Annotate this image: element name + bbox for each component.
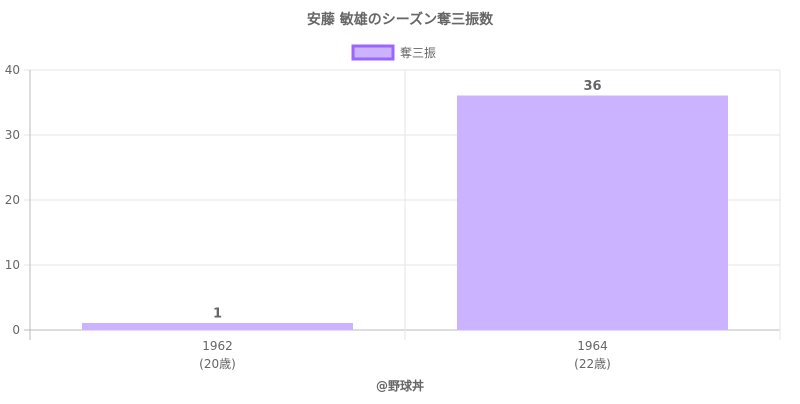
data-label-1962: 1 xyxy=(213,307,222,322)
bars xyxy=(82,95,728,331)
y-tick-label: 0 xyxy=(12,323,20,337)
y-tick-label: 40 xyxy=(5,63,20,77)
x-tick-label-year: 1964 xyxy=(577,339,608,353)
x-tick-label-age: (20歳) xyxy=(199,357,236,371)
legend[interactable]: 奪三振 xyxy=(351,44,436,61)
x-tick-label-age: (22歳) xyxy=(574,357,611,371)
x-tick-label-year: 1962 xyxy=(202,339,233,353)
footer-credit: @野球丼 xyxy=(376,378,424,393)
x-axis: 1962 (20歳) 1964 (22歳) xyxy=(199,339,611,371)
y-tick-label: 30 xyxy=(5,128,20,142)
chart-title: 安藤 敏雄のシーズン奪三振数 xyxy=(307,11,494,28)
y-axis: 0 10 20 30 40 xyxy=(5,63,20,337)
legend-swatch xyxy=(351,44,395,61)
y-tick-label: 20 xyxy=(5,193,20,207)
bar-1964[interactable] xyxy=(457,95,728,331)
data-labels: 1 36 xyxy=(213,79,602,322)
data-label-1964: 36 xyxy=(583,79,601,94)
y-tick-label: 10 xyxy=(5,258,20,272)
bar-1962[interactable] xyxy=(82,323,353,331)
legend-label: 奪三振 xyxy=(400,45,436,60)
